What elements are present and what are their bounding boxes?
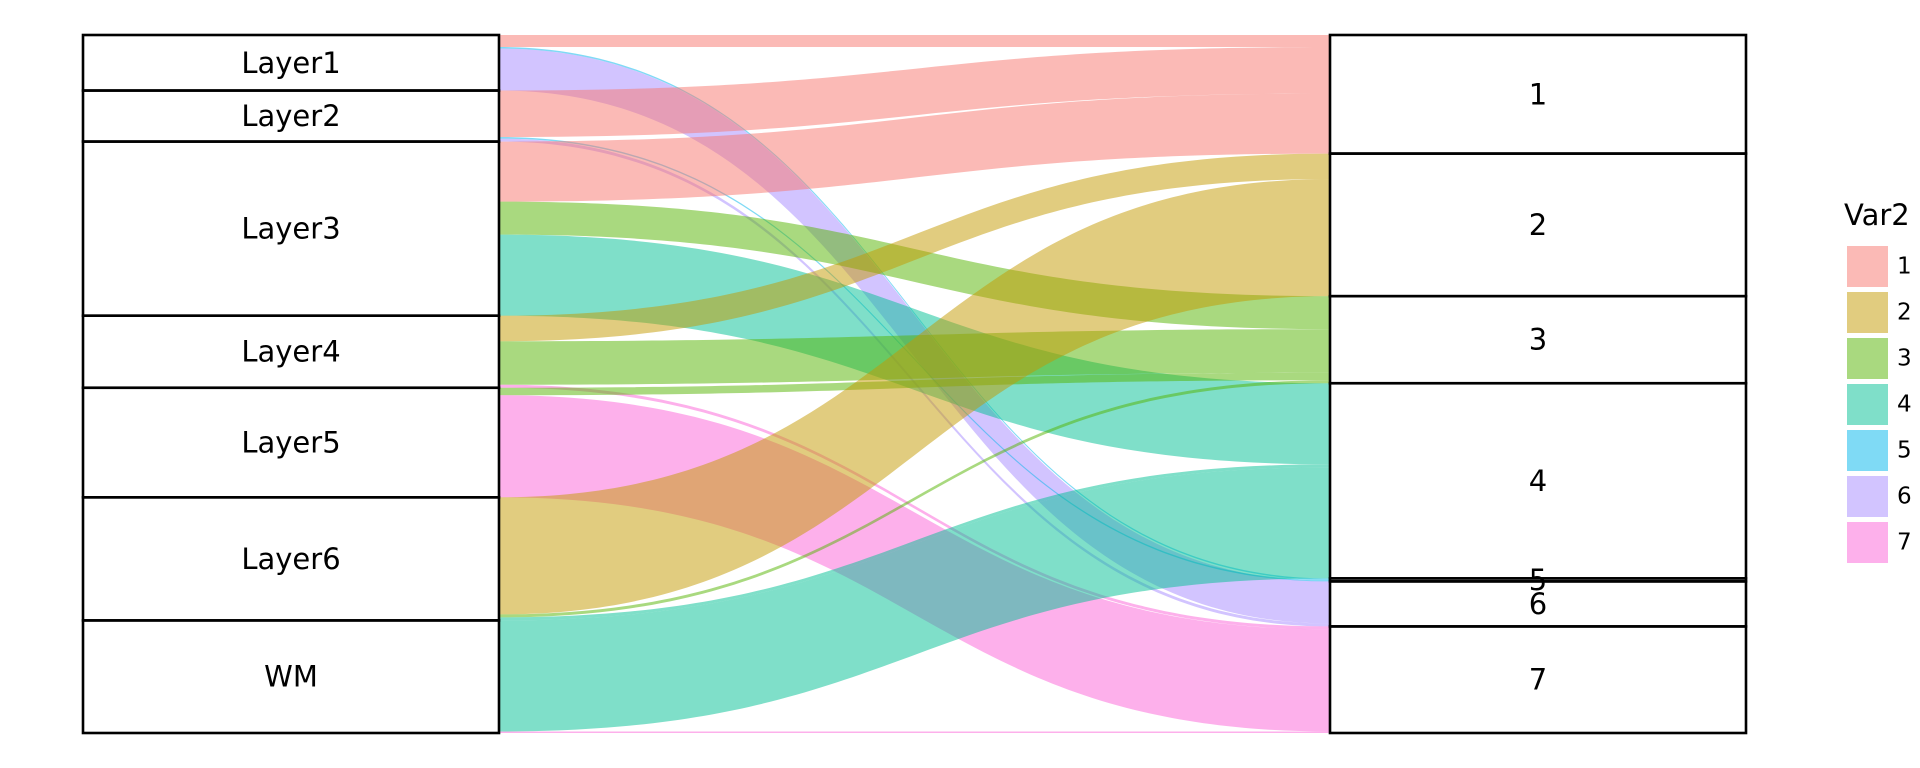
flow-layer1-to-1 [499,35,1330,48]
right-stratum-label: 5 [1529,563,1547,597]
right-stratum-7: 7 [1328,625,1748,735]
legend-swatch [1847,246,1888,287]
legend-item-5: 5 [1847,430,1912,471]
flow-layer6-to-2 [499,179,1330,615]
legend-label: 6 [1897,484,1912,510]
left-stratum-wm: WM [81,619,501,735]
flow-layer4-to-2 [499,153,1330,342]
legend-swatch [1847,522,1888,563]
legend-title: Var2 [1844,198,1910,232]
right-stratum-2: 2 [1328,152,1748,298]
flow-layer4-to-7 [499,384,1330,630]
flow-layer6-to-4 [499,464,1330,621]
flow-wm-to-4 [499,467,1330,732]
legend-item-7: 7 [1847,522,1912,563]
right-stratum-4: 4 [1328,381,1748,580]
left-stratum-layer2: Layer2 [81,89,501,143]
legend-label: 7 [1897,530,1912,556]
legend-item-3: 3 [1847,338,1912,379]
legend-item-1: 1 [1847,246,1912,287]
left-stratum-layer1: Layer1 [81,33,501,92]
left-stratum-label: Layer2 [241,99,340,133]
left-stratum-label: Layer4 [241,335,340,369]
left-stratum-label: Layer5 [241,426,340,460]
left-stratum-layer6: Layer6 [81,496,501,622]
right-stratum-1: 1 [1328,33,1748,155]
left-stratum-layer4: Layer4 [81,314,501,390]
legend-item-6: 6 [1847,476,1912,517]
legend-label: 2 [1897,300,1912,326]
right-stratum-box [1328,625,1748,735]
legend-item-2: 2 [1847,292,1912,333]
left-stratum-box [81,619,501,735]
legend-swatch [1847,384,1888,425]
left-stratum-label: Layer6 [241,542,340,576]
right-stratum-label: 3 [1529,323,1547,357]
left-stratum-label: WM [264,660,318,694]
right-stratum-3: 3 [1328,294,1748,385]
legend-label: 1 [1897,254,1912,280]
legend-swatch [1847,476,1888,517]
left-stratum-label: Layer3 [241,212,340,246]
right-axis-strata: 1 2 3 4 56 7 [1328,33,1748,735]
flow-layer2-to-1 [499,47,1330,138]
left-stratum-layer5: Layer5 [81,386,501,499]
legend: Var2 1 2 3 4 5 6 7 [1844,198,1912,563]
right-stratum-label: 7 [1529,663,1547,697]
left-stratum-layer3: Layer3 [81,140,501,318]
legend-label: 3 [1897,346,1912,372]
legend-item-4: 4 [1847,384,1912,425]
flow-layer3-to-1 [499,93,1330,202]
right-stratum-6: 6 [1328,580,1748,628]
right-stratum-label: 2 [1529,208,1547,242]
left-stratum-label: Layer1 [241,46,340,80]
right-stratum-label: 6 [1529,587,1547,621]
legend-swatch [1847,430,1888,471]
right-stratum-label: 4 [1529,464,1547,498]
left-axis-strata: Layer1 Layer2 Layer3 Layer4 Layer5 Layer6 WM [81,33,501,735]
legend-swatch [1847,292,1888,333]
legend-label: 4 [1897,392,1912,418]
flow-layer6-to-3 [499,380,1330,618]
legend-label: 5 [1897,438,1912,464]
flow-wm-to-7 [499,731,1330,733]
flows-layer [499,35,1330,733]
right-stratum-label: 1 [1529,77,1547,111]
legend-swatch [1847,338,1888,379]
